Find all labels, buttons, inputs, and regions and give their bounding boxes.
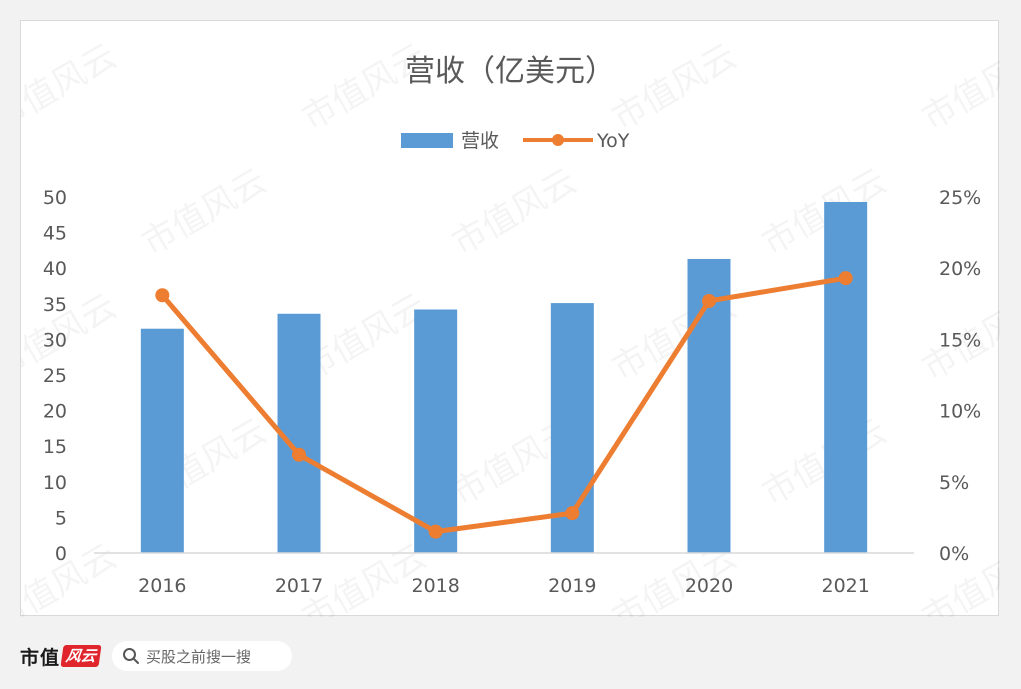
y-right-tick-label: 25% (939, 187, 981, 209)
yoy-line (160, 275, 847, 535)
y-left-tick-label: 10 (43, 472, 67, 494)
search-icon (123, 648, 140, 664)
brand-logo: 风云 (60, 645, 102, 667)
legend-label-bar: 营收 (461, 130, 499, 152)
y-left-tick-label: 25 (43, 365, 67, 387)
revenue-bar (824, 201, 868, 553)
watermark-text: 市值风云 (136, 161, 274, 264)
y-left-tick-label: 5 (55, 507, 67, 529)
y-right-tick-label: 20% (939, 258, 981, 280)
revenue-bar (140, 328, 184, 553)
yoy-point (838, 271, 853, 286)
bar-series (140, 201, 868, 553)
yoy-point (292, 447, 306, 462)
y-right-tick-label: 0% (939, 543, 969, 565)
y-left-tick-label: 45 (43, 223, 67, 245)
search-placeholder: 买股之前搜一搜 (146, 647, 252, 666)
watermark-text: 市值风云 (21, 286, 123, 389)
yoy-point (155, 288, 170, 303)
x-axis: 2016 2017 2018 2019 2020 2021 (138, 575, 870, 597)
legend-dot (552, 134, 564, 146)
watermark-text: 市值风云 (606, 36, 744, 139)
legend-label-line: YoY (596, 130, 630, 152)
yoy-point (565, 506, 580, 521)
legend-swatch-bar (401, 133, 453, 148)
y-right-tick-label: 10% (939, 401, 981, 423)
yoy-point (702, 293, 716, 308)
watermark-text: 市值风云 (21, 536, 123, 617)
x-tick-label: 2020 (685, 575, 733, 597)
watermark-text: 市值风云 (446, 161, 584, 264)
revenue-bar (277, 313, 321, 553)
y-right-tick-label: 5% (939, 472, 969, 494)
yoy-point (428, 524, 443, 539)
y-axis-right: 0% 5% 10% 15% 20% 25% (939, 187, 981, 565)
y-left-tick-label: 40 (43, 258, 67, 280)
footer: 市值 风云 买股之前搜一搜 (20, 638, 293, 674)
watermark-text: 市值风云 (21, 36, 123, 139)
x-tick-label: 2019 (548, 575, 596, 597)
y-left-tick-label: 30 (43, 329, 67, 351)
y-left-tick-label: 35 (43, 294, 67, 316)
x-tick-label: 2017 (275, 575, 323, 597)
x-tick-label: 2018 (411, 575, 459, 597)
y-left-tick-label: 20 (43, 401, 67, 423)
chart-title: 营收（亿美元） (405, 54, 615, 89)
chart-card: 市值风云 市值风云 市值风云 市值风云 市值风云 市值风云 市值风云 市值风云 市值风云 市值风云… (20, 20, 1001, 617)
x-tick-label: 2021 (821, 575, 869, 597)
legend: 营收 YoY (401, 130, 630, 152)
watermark-text: 市值风云 (916, 36, 1001, 139)
y-right-tick-label: 15% (939, 329, 981, 351)
search-bar[interactable]: 买股之前搜一搜 (112, 641, 293, 671)
revenue-bar (687, 258, 731, 553)
y-left-tick-label: 0 (55, 543, 67, 565)
y-left-tick-label: 50 (43, 187, 67, 209)
yoy-points (155, 271, 853, 539)
revenue-bar (414, 309, 458, 553)
x-tick-label: 2016 (138, 575, 186, 597)
y-left-tick-label: 15 (43, 436, 67, 458)
brand-text: 市值 (20, 646, 61, 669)
y-axis-left: 0 5 10 15 20 25 30 35 40 45 50 (43, 187, 67, 565)
